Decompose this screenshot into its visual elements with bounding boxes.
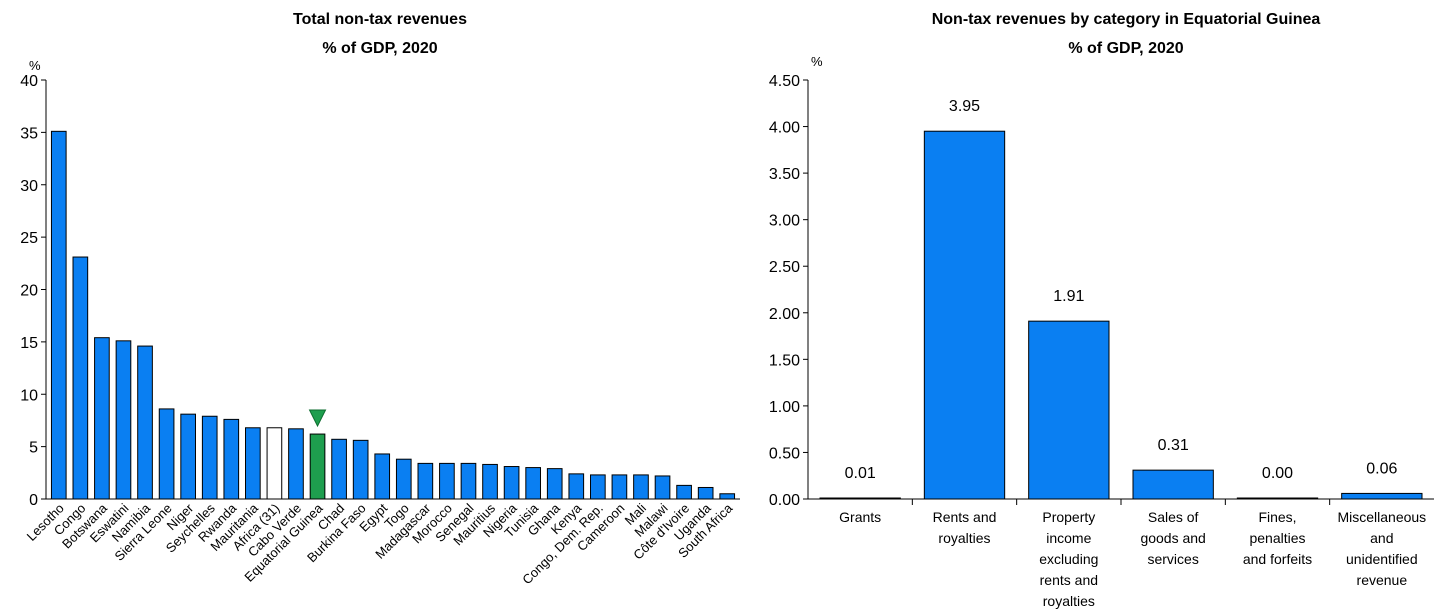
right-x-category-label: goods and xyxy=(1140,530,1205,546)
right-y-tick-label: 3.50 xyxy=(769,166,800,183)
left-bar-3 xyxy=(115,340,132,500)
highlight-marker-icon xyxy=(308,409,327,428)
left-chart-unit-label: % xyxy=(29,58,41,73)
right-x-category-label: Property xyxy=(1042,509,1095,525)
right-y-tick-label: 3.00 xyxy=(769,213,800,230)
right-x-category-label: excluding xyxy=(1039,551,1098,567)
right-y-tick-label: 0.00 xyxy=(769,492,800,509)
left-y-tick-label: 40 xyxy=(20,73,38,90)
left-bar-21 xyxy=(503,466,520,500)
right-bar-0 xyxy=(819,497,901,500)
left-bar-17 xyxy=(417,462,434,500)
left-bar-28 xyxy=(654,475,671,500)
right-x-category-label: unidentified xyxy=(1346,551,1418,567)
left-bar-20 xyxy=(482,463,498,500)
right-x-category-label: royalties xyxy=(1043,593,1095,609)
left-bar-2 xyxy=(94,337,110,500)
left-bar-26 xyxy=(611,474,628,500)
right-y-tick-label: 4.00 xyxy=(769,120,800,137)
right-data-label: 1.91 xyxy=(1053,288,1084,305)
left-bar-13 xyxy=(331,438,347,500)
right-data-label: 0.06 xyxy=(1366,460,1397,477)
right-x-category-label: rents and xyxy=(1040,572,1098,588)
right-x-category-label: Miscellaneous xyxy=(1337,509,1426,525)
right-data-label: 0.31 xyxy=(1158,437,1189,454)
right-x-category-label: Rents and xyxy=(933,509,997,525)
right-y-tick-label: 4.50 xyxy=(769,73,800,90)
right-x-category-label: Fines, xyxy=(1258,509,1296,525)
left-bar-7 xyxy=(201,415,218,500)
left-bar-5 xyxy=(158,408,175,500)
left-chart-subtitle: % of GDP, 2020 xyxy=(322,40,437,57)
right-bar-2 xyxy=(1028,320,1110,500)
right-data-label: 0.00 xyxy=(1262,465,1293,482)
right-bar-3 xyxy=(1132,469,1214,500)
left-y-tick-label: 0 xyxy=(29,492,38,509)
left-bar-22 xyxy=(525,467,541,500)
left-bar-25 xyxy=(590,474,606,500)
right-y-tick-label: 1.00 xyxy=(769,399,800,416)
right-y-tick-label: 2.50 xyxy=(769,259,800,276)
right-y-tick-label: 2.00 xyxy=(769,306,800,323)
left-y-tick-label: 30 xyxy=(20,178,38,195)
right-chart-title: Non-tax revenues by category in Equatori… xyxy=(932,11,1321,28)
left-bar-1 xyxy=(72,256,89,500)
left-y-tick-label: 5 xyxy=(29,440,38,457)
left-bar-10 xyxy=(266,427,283,500)
right-chart-unit-label: % xyxy=(811,54,823,69)
right-x-category-label: revenue xyxy=(1357,572,1408,588)
left-bar-29 xyxy=(676,484,692,500)
right-bar-5 xyxy=(1341,492,1423,500)
right-chart: 0.00 0.50 1.00 1.50 2.00 2.50 3.00 3.50 4.00 4.50… xyxy=(769,73,1434,609)
left-y-tick-label: 25 xyxy=(20,230,38,247)
left-bar-16 xyxy=(395,458,412,500)
right-x-category-label: and xyxy=(1370,530,1393,546)
left-bar-4 xyxy=(137,345,153,500)
left-bar-27 xyxy=(633,474,649,500)
left-y-tick-label: 35 xyxy=(20,125,38,142)
left-bar-15 xyxy=(374,453,391,500)
right-bar-1 xyxy=(923,130,1006,500)
left-bar-11 xyxy=(288,428,304,500)
left-y-tick-label: 15 xyxy=(20,335,38,352)
left-chart: 0510152025303540LesothoCongoBotswanaEswa… xyxy=(20,73,740,587)
right-x-category-label: services xyxy=(1147,551,1198,567)
left-chart-title: Total non-tax revenues xyxy=(293,11,467,28)
left-bar-0 xyxy=(50,130,67,500)
left-y-tick-label: 10 xyxy=(20,387,38,404)
left-bar-30 xyxy=(697,486,714,500)
left-bar-18 xyxy=(439,462,455,500)
left-bar-19 xyxy=(460,462,477,500)
right-x-category-label: and forfeits xyxy=(1243,551,1312,567)
right-x-category-label: Grants xyxy=(839,509,881,525)
right-x-category-label: Sales of xyxy=(1148,509,1199,525)
right-y-tick-label: 1.50 xyxy=(769,352,800,369)
left-bar-6 xyxy=(180,413,196,500)
left-y-tick-label: 20 xyxy=(20,283,38,300)
right-x-category-label: income xyxy=(1046,530,1091,546)
right-data-label: 0.01 xyxy=(845,465,876,482)
right-bar-4 xyxy=(1236,497,1319,500)
left-bar-23 xyxy=(546,468,563,500)
left-bar-8 xyxy=(223,418,240,500)
left-bar-14 xyxy=(352,439,369,500)
left-bar-9 xyxy=(245,427,261,500)
left-bar-31 xyxy=(719,493,736,500)
right-y-tick-label: 0.50 xyxy=(769,445,800,462)
right-chart-subtitle: % of GDP, 2020 xyxy=(1068,40,1183,57)
right-x-category-label: penalties xyxy=(1249,530,1305,546)
right-data-label: 3.95 xyxy=(949,98,980,115)
left-bar-24 xyxy=(568,473,585,500)
left-bar-12 xyxy=(309,433,326,500)
right-x-category-label: royalties xyxy=(938,530,990,546)
